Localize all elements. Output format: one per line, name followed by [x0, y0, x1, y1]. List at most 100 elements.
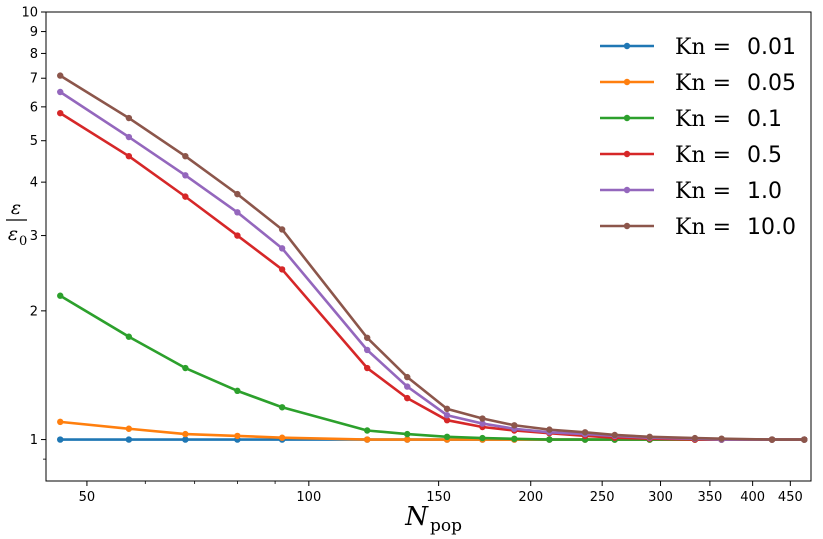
y-axis-label-numerator: ε: [11, 197, 21, 219]
data-point: [182, 436, 189, 443]
data-point: [234, 209, 241, 216]
data-point: [801, 436, 808, 443]
legend-swatch-marker: [623, 78, 631, 86]
series-10.0: [57, 72, 808, 443]
y-axis-label: ε ε 0: [6, 197, 27, 249]
data-point: [234, 387, 241, 395]
legend-label: 10.0: [747, 215, 796, 240]
x-tick-label: 400: [740, 490, 765, 505]
data-point: [182, 364, 189, 372]
data-point: [182, 193, 189, 200]
plot-area: [45, 11, 812, 482]
legend-label: 0.1: [747, 107, 782, 132]
y-tick-label: 6: [30, 100, 38, 115]
x-tick-label: 100: [296, 490, 321, 505]
data-point: [278, 404, 286, 411]
legend-prefix: Kn =: [675, 71, 731, 96]
legend-label: 0.01: [747, 35, 796, 60]
data-point: [278, 434, 286, 441]
data-point: [363, 436, 371, 443]
data-point: [182, 430, 189, 438]
legend-entry-0.01: Kn = 0.01: [600, 35, 796, 60]
legend-swatch-marker: [623, 114, 631, 122]
data-point: [57, 436, 64, 443]
data-point: [404, 383, 411, 390]
data-point: [57, 109, 64, 117]
y-axis-label-denominator: ε: [8, 223, 18, 245]
data-point: [443, 405, 451, 413]
legend-label: 0.5: [747, 143, 782, 168]
data-point: [234, 190, 241, 198]
data-point: [363, 334, 371, 341]
data-point: [57, 292, 64, 299]
data-point: [57, 72, 64, 79]
data-point: [278, 245, 286, 252]
x-tick-label: 150: [426, 490, 451, 505]
x-axis-label-main: N: [404, 502, 429, 532]
legend-swatch-marker: [623, 186, 631, 194]
data-point: [404, 436, 411, 443]
data-point: [511, 435, 518, 443]
data-point: [404, 430, 411, 438]
data-point: [125, 114, 133, 122]
legend-entry-1.0: Kn = 1.0: [600, 179, 782, 204]
legend-entry-0.5: Kn = 0.5: [600, 143, 782, 168]
y-tick-label: 9: [30, 25, 38, 40]
data-point: [691, 434, 699, 442]
data-point: [363, 427, 371, 434]
data-point: [511, 422, 518, 429]
legend-entry-10.0: Kn = 10.0: [600, 215, 796, 240]
legend-prefix: Kn =: [675, 143, 731, 168]
data-point: [443, 416, 451, 424]
x-tick-label: 450: [778, 490, 803, 505]
data-point: [768, 436, 776, 443]
y-tick-label: 5: [30, 134, 38, 149]
data-point: [57, 418, 64, 426]
y-tick-label: 3: [30, 229, 38, 244]
x-tick-label: 250: [590, 490, 615, 505]
data-point: [479, 415, 486, 422]
data-point: [646, 433, 653, 441]
data-point: [611, 431, 618, 439]
y-tick-label: 4: [30, 176, 38, 191]
legend-entry-0.05: Kn = 0.05: [600, 71, 796, 96]
y-tick-label: 1: [30, 433, 38, 448]
x-tick-label: 200: [518, 490, 543, 505]
legend-prefix: Kn =: [675, 179, 731, 204]
legend-swatch-marker: [623, 150, 631, 158]
data-point: [278, 226, 286, 233]
x-axis-label: N pop: [404, 502, 462, 536]
x-tick-label: 350: [697, 490, 722, 505]
legend-label: 1.0: [747, 179, 782, 204]
y-tick-label: 8: [30, 47, 38, 62]
x-tick-label: 300: [648, 490, 673, 505]
y-axis-label-denominator-subscript: 0: [19, 234, 27, 249]
legend-swatch-marker: [623, 42, 631, 50]
legend-prefix: Kn =: [675, 215, 731, 240]
series-line: [59, 294, 805, 441]
data-point: [182, 152, 189, 160]
data-point: [125, 133, 133, 141]
data-point: [479, 434, 486, 442]
legend-label: 0.05: [747, 71, 796, 96]
y-tick-label: 10: [21, 6, 38, 21]
y-tick-label: 2: [30, 304, 38, 319]
data-point: [404, 373, 411, 381]
data-point: [443, 433, 451, 441]
y-tick-label: 7: [30, 72, 38, 87]
data-point: [363, 346, 371, 354]
legend-prefix: Kn =: [675, 107, 731, 132]
y-axis: 1 2 3 4 5 6 7 8 9 10: [21, 6, 46, 460]
series-layer: [57, 72, 808, 443]
data-point: [57, 88, 64, 96]
x-axis: 50 100 150 200 250 300 350 400 450: [79, 481, 803, 505]
data-point: [479, 420, 486, 427]
data-point: [581, 429, 589, 436]
series-1.0: [57, 88, 808, 443]
data-point: [182, 172, 189, 179]
data-point: [125, 152, 133, 160]
data-point: [363, 364, 371, 372]
data-point: [125, 333, 133, 340]
legend-prefix: Kn =: [675, 35, 731, 60]
